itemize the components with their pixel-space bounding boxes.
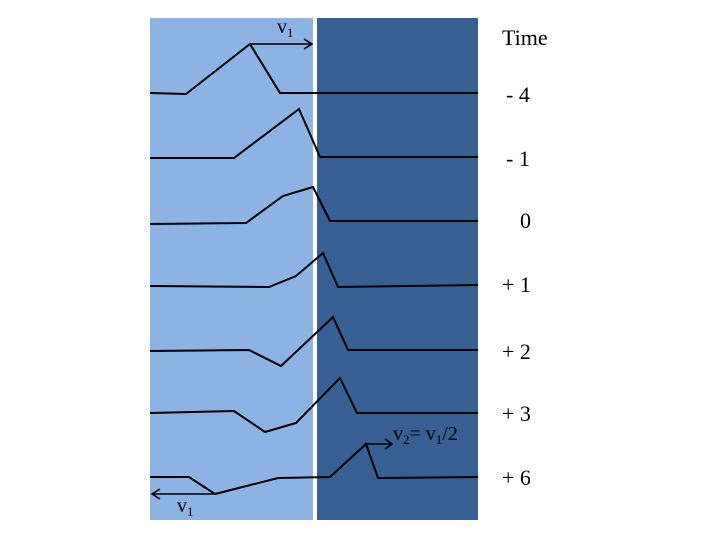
v1-bottom-label: v1: [177, 495, 194, 519]
time-label-row-7: + 6: [502, 465, 531, 490]
wave-row-4: [149, 251, 479, 289]
time-label-row-4: + 1: [502, 272, 531, 297]
v2-arrowhead: [384, 438, 394, 450]
time-column-header: Time: [502, 25, 548, 50]
wave-row-3: [149, 185, 478, 225]
medium-1-region: [150, 18, 313, 520]
v1-top-label: v1: [277, 16, 294, 40]
v1-top-arrowhead: [303, 38, 314, 50]
v1-bottom-arrowhead: [150, 488, 161, 500]
time-label-row-3: 0: [520, 208, 531, 233]
wave-row-5: [149, 315, 478, 368]
time-label-row-1: - 4: [506, 82, 530, 107]
medium-2-region: [317, 18, 478, 520]
v2-label: v2= v1/2: [393, 423, 458, 447]
boundary-line: [313, 18, 317, 520]
wave-row-2: [150, 107, 478, 159]
time-label-row-2: - 1: [506, 146, 530, 171]
time-label-row-6: + 3: [502, 401, 531, 426]
wave-row-7: [150, 442, 479, 496]
time-label-row-5: + 2: [502, 339, 531, 364]
wave-row-6: [149, 376, 478, 434]
